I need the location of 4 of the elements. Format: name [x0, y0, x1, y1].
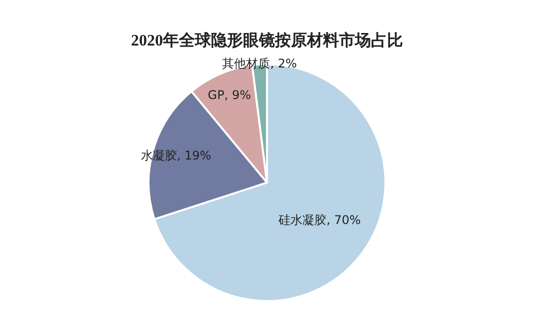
slice-label: 硅水凝胶, 70%	[278, 213, 361, 227]
slice-label: 水凝胶, 19%	[140, 148, 212, 162]
slice-label: GP, 9%	[208, 88, 251, 102]
chart-title: 2020年全球隐形眼镜按原材料市场占比	[131, 32, 403, 50]
